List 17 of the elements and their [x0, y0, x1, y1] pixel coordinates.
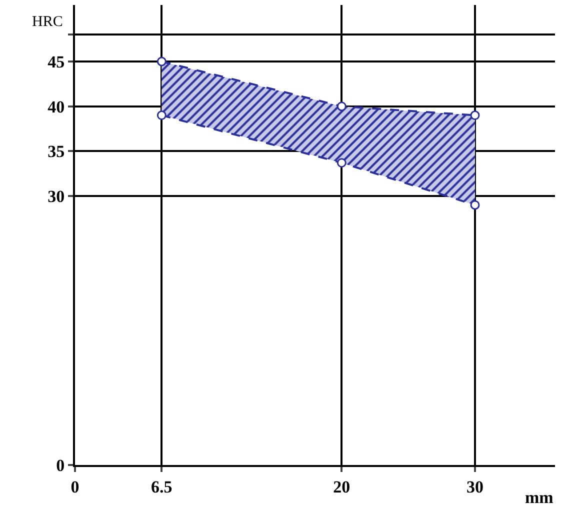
y-axis-title: HRC — [32, 14, 63, 30]
point — [336, 102, 346, 112]
point — [156, 56, 166, 66]
x-tick-label: 30 — [466, 477, 484, 496]
x-axis-title: mm — [525, 488, 554, 507]
point — [470, 200, 480, 210]
y-tick-label: 35 — [48, 142, 65, 162]
x-tick-label: 20 — [333, 477, 350, 496]
y-tick-label: 30 — [48, 186, 65, 206]
x-tick-label: 0 — [70, 477, 80, 496]
point — [336, 158, 346, 168]
y-tick-label: 45 — [48, 52, 65, 72]
point — [156, 110, 166, 120]
y-tick-label: 40 — [48, 97, 65, 116]
point — [470, 110, 480, 120]
x-tick-label: 6.5 — [151, 477, 172, 496]
y-tick-label: 0 — [56, 456, 65, 475]
